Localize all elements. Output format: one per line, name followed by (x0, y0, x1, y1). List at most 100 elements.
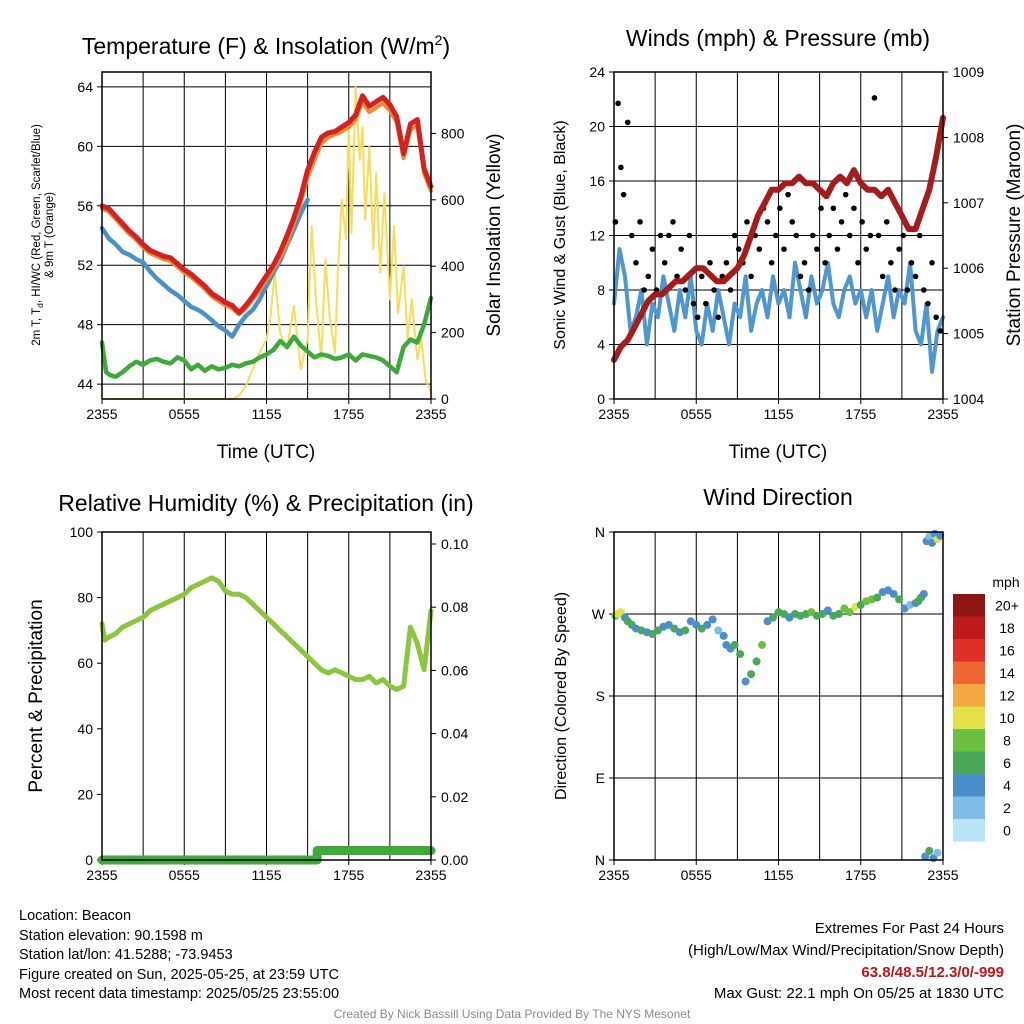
extremes-summary: Extremes For Past 24 Hours (High/Low/Max… (688, 918, 1004, 1004)
winds-y-tick-label: 12 (589, 228, 605, 244)
gust-point (925, 300, 931, 307)
gust-point (805, 287, 812, 293)
colorbar-label: 6 (1003, 755, 1011, 771)
temp-x-tick-label: 2355 (86, 406, 117, 422)
rh-y-tick-label: 20 (77, 786, 93, 802)
chart-title-temperature: Temperature (F) & Insolation (W/m2) (82, 32, 450, 59)
wind-direction-point (933, 848, 942, 857)
y-axis-label-winds: Sonic Wind & Gust (Blue, Black) (552, 120, 569, 349)
panel-wind-direction: Wind Direction 2355 0555 1155 1755 2355NESWN… (553, 484, 1020, 883)
colorbar-label: 10 (999, 710, 1015, 726)
temp-x-tick-label: 2355 (415, 406, 446, 422)
rh-x-tick-label: 0555 (169, 867, 200, 883)
colorbar-label: 8 (1003, 732, 1011, 748)
gust-point (892, 287, 898, 293)
gust-point (748, 273, 754, 280)
rh-y-tick-label: 60 (77, 655, 93, 671)
gust-point (772, 232, 779, 239)
winds-y-tick-label: 4 (597, 337, 605, 353)
gust-point (830, 205, 837, 212)
gust-point (678, 246, 684, 252)
gust-point (937, 328, 944, 334)
wdir-frame (613, 531, 944, 861)
series-line-2m-t (99, 93, 434, 316)
wind-direction-point (919, 589, 928, 598)
rh-y-tick-label: 0 (85, 852, 93, 868)
gust-point (793, 232, 800, 239)
gust-point (814, 246, 820, 252)
temp-y2-tick-label: 0 (441, 391, 449, 407)
colorbar-label: 12 (999, 687, 1015, 703)
colorbar-swatch (953, 594, 985, 617)
gust-point (703, 300, 709, 307)
gust-point (633, 259, 639, 266)
wdir-x-tick-label: 1155 (763, 867, 793, 883)
colorbar-label: 18 (999, 620, 1015, 636)
extremes-subheading: (High/Low/Max Wind/Precipitation/Snow De… (688, 942, 1004, 959)
panel-winds: Winds (mph) & Pressure (mb) 2355 0555 1155… (552, 25, 1024, 463)
gust-point (863, 246, 870, 252)
info-location: Location: Beacon (19, 908, 132, 924)
gust-point (809, 232, 816, 239)
gust-point (723, 259, 730, 266)
temp-x-tick-label: 1755 (333, 406, 364, 422)
gust-point (666, 232, 672, 239)
colorbar-swatch (953, 774, 985, 797)
gust-point (690, 300, 697, 307)
info-created: Figure created on Sun, 2025-05-25, at 23… (19, 966, 339, 983)
wdir-y-tick-label: S (596, 688, 605, 704)
gust-point (912, 273, 919, 280)
gust-point (707, 259, 713, 266)
temp-y-tick-label: 64 (77, 79, 93, 95)
gust-point (838, 219, 845, 225)
y-axis-label-humidity: Percent & Precipitation (26, 599, 47, 792)
gust-point (888, 259, 894, 266)
temp-y2-tick-label: 400 (441, 258, 465, 274)
gust-point (826, 232, 833, 239)
wind-direction-point (741, 677, 750, 686)
gust-point (661, 259, 668, 266)
gust-point (908, 259, 915, 266)
gust-point (900, 232, 907, 239)
rh-x-tick-label: 1755 (333, 867, 364, 883)
temp-y-tick-label: 44 (77, 376, 93, 392)
gust-point (649, 246, 656, 252)
gust-point (834, 246, 841, 252)
rh-y2-tick-label: 0.04 (441, 726, 468, 742)
colorbar-swatch (953, 639, 985, 662)
gust-point (674, 273, 680, 280)
winds-x-tick-label: 1755 (845, 406, 876, 422)
gust-point (645, 273, 652, 280)
winds-frame (613, 71, 944, 400)
wdir-y-tick-label: E (596, 770, 605, 786)
rh-y-tick-label: 100 (70, 524, 94, 540)
winds-x-tick-label: 0555 (681, 406, 712, 422)
rh-y2-tick-label: 0.00 (441, 852, 468, 868)
gust-point (921, 287, 927, 293)
rh-x-tick-label: 2355 (86, 867, 117, 883)
wind-direction-point (921, 852, 930, 861)
wind-direction-point (895, 595, 904, 604)
panel-humidity: Relative Humidity (%) & Precipitation (i… (26, 490, 474, 883)
winds-x-tick-label: 2355 (927, 406, 958, 422)
gust-point (883, 219, 890, 225)
wdir-y-tick-label: N (595, 524, 605, 540)
wind-direction-point (758, 640, 767, 649)
gust-point (818, 205, 824, 212)
chart-title-humidity: Relative Humidity (%) & Precipitation (i… (58, 490, 473, 516)
series-line-sonic-wind (612, 247, 945, 374)
plot-area-winds: 2355 0555 1155 1755 235504812162024100410051… (589, 64, 984, 422)
gust-point (822, 259, 828, 266)
gust-point (731, 232, 738, 239)
gust-point (620, 191, 627, 198)
colorbar-label: 0 (1003, 822, 1011, 838)
gust-point (735, 246, 742, 252)
winds-y-tick-label: 16 (589, 173, 605, 189)
gust-point (768, 259, 775, 266)
extremes-values: 63.8/48.5/12.3/0/-999 (861, 964, 1004, 981)
wind-direction-point (889, 589, 898, 598)
gust-point (904, 287, 911, 293)
gust-point (756, 246, 763, 252)
gust-point (801, 259, 808, 266)
y-axis-label-temperature: 2m T, Td, HI/WC (Red, Green, Scarlet/Blu… (31, 124, 56, 346)
